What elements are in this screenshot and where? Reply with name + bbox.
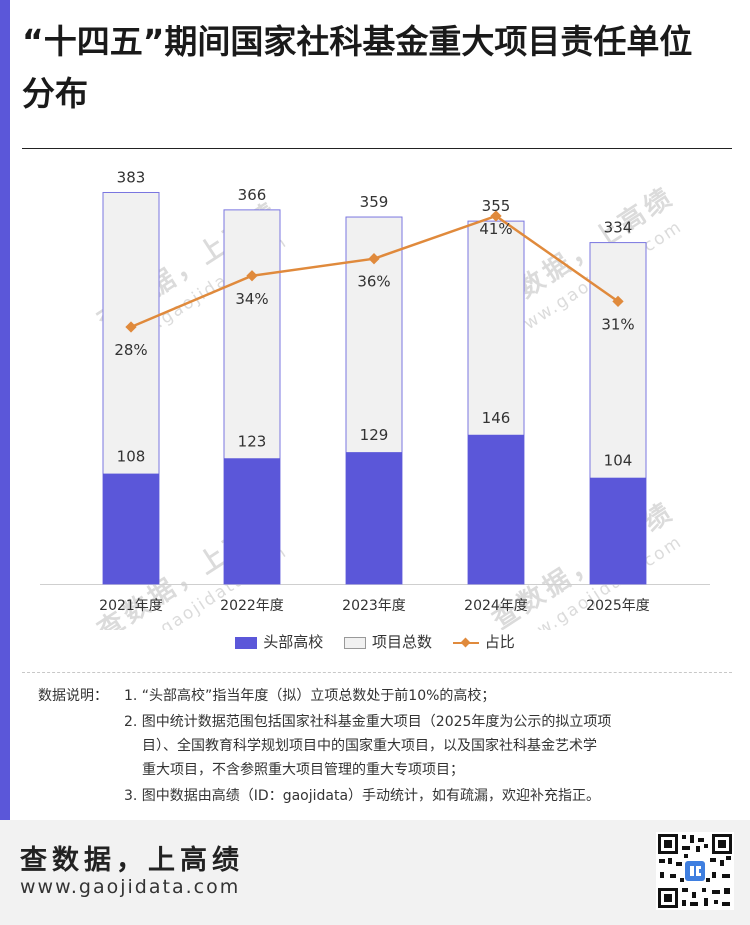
data-label-head: 123	[238, 432, 267, 450]
legend-item-ratio: 占比	[452, 631, 515, 652]
x-tick-label: 2023年度	[342, 598, 406, 614]
data-label-ratio: 31%	[601, 315, 634, 333]
data-label-total: 366	[238, 186, 267, 204]
data-label-head: 108	[117, 448, 146, 466]
data-label-head: 129	[360, 426, 389, 444]
bar-head	[346, 452, 402, 584]
legend-item-total: 项目总数	[343, 631, 432, 652]
legend-label-ratio: 占比	[484, 633, 515, 651]
ratio-point	[612, 295, 624, 308]
x-tick-label: 2024年度	[464, 598, 528, 614]
data-label-total: 383	[117, 168, 146, 186]
data-label-ratio: 36%	[357, 273, 390, 291]
legend-item-head: 头部高校	[235, 631, 323, 652]
legend-label-head: 头部高校	[263, 633, 324, 651]
notes-divider	[22, 672, 732, 673]
footer-url: www.gaojidata.com	[20, 876, 241, 898]
chart-title: “十四五”期间国家社科基金重大项目责任单位分布	[22, 22, 693, 113]
note-line-3: 目）、全国教育科学规划项目中的国家重大项目，以及国家社科基金艺术学	[142, 738, 597, 754]
note-line-2: 2. 图中统计数据范围包括国家社科基金重大项目（2025年度为公示的拟立项项	[124, 714, 612, 730]
data-label-ratio: 41%	[479, 220, 512, 238]
legend-swatch-head	[235, 636, 258, 649]
legend-swatch-total	[343, 636, 366, 649]
bars-layer	[40, 191, 710, 585]
legend-swatch-ratio	[452, 637, 479, 649]
legend: 头部高校 项目总数 占比	[0, 631, 750, 652]
note-line-1: 1. “头部高校”指当年度（拟）立项总数处于前10%的高校；	[124, 688, 496, 704]
footer	[0, 820, 750, 925]
title-divider	[22, 148, 732, 149]
bar-head	[103, 473, 159, 584]
legend-label-total: 项目总数	[371, 633, 432, 651]
notes-label: 数据说明：	[38, 688, 108, 704]
stacked-bar-chart: 查数据，上高绩www.gaojidata.com查数据，上高绩www.gaoji…	[40, 168, 710, 630]
note-line-5: 3. 图中数据由高绩（ID：gaojidata）手动统计，如有疏漏，欢迎补充指正…	[124, 788, 601, 804]
accent-bar	[0, 0, 10, 925]
labels-layer: 383 108 2021年度 366 123 2022年度 359 129 2023年度 355 1…	[99, 168, 650, 614]
data-label-total: 359	[360, 193, 389, 211]
data-label-ratio: 28%	[114, 341, 147, 359]
data-label-head: 104	[604, 452, 633, 470]
bar-head	[468, 434, 524, 584]
x-tick-label: 2021年度	[99, 598, 163, 614]
data-label-head: 146	[482, 409, 511, 427]
data-label-total: 334	[604, 219, 633, 237]
x-tick-label: 2025年度	[586, 598, 650, 614]
data-label-ratio: 34%	[235, 290, 268, 308]
x-tick-label: 2022年度	[220, 598, 284, 614]
footer-brand: 查数据，上高绩	[20, 845, 244, 876]
qr-code-icon	[656, 832, 734, 910]
data-label-total: 355	[482, 197, 511, 215]
bar-head	[224, 458, 280, 584]
bar-head	[590, 477, 646, 584]
note-line-4: 重大项目，不含参照重大项目管理的重大专项项目；	[142, 762, 464, 778]
